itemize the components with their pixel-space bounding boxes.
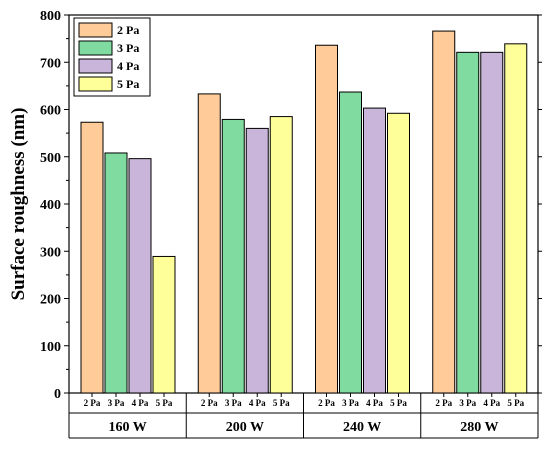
bar-280w-3pa (456, 51, 480, 394)
legend-label: 2 Pa (117, 23, 139, 37)
bar-200w-3pa (221, 118, 245, 394)
bar-200w-2pa (197, 93, 221, 394)
legend-swatch (78, 22, 113, 38)
x-sub-label: 3 Pa (225, 398, 242, 408)
y-tick-label: 800 (40, 9, 61, 24)
x-group-label: 160 W (109, 420, 147, 435)
y-tick-label: 0 (54, 387, 61, 402)
x-sub-label: 4 Pa (249, 398, 266, 408)
y-tick-label: 500 (40, 151, 61, 166)
x-sub-label: 3 Pa (108, 398, 125, 408)
y-tick-label: 200 (40, 293, 61, 308)
legend: 2 Pa 3 Pa 4 Pa 5 Pa (73, 17, 151, 97)
bar-280w-4pa (480, 51, 504, 394)
axes: 0 100 200 300 400 500 600 700 800 2 Pa 3 Pa 4 Pa 5 P… (40, 9, 542, 439)
legend-swatch (78, 76, 113, 92)
x-sub-label: 5 Pa (156, 398, 173, 408)
y-tick-label: 600 (40, 104, 61, 119)
bar-280w-2pa (432, 30, 456, 394)
x-sub-label: 4 Pa (132, 398, 149, 408)
bars (80, 30, 528, 394)
x-sub-label: 5 Pa (273, 398, 290, 408)
legend-label: 3 Pa (117, 41, 139, 55)
bar-240w-4pa (363, 107, 386, 394)
x-sub-label: 3 Pa (459, 398, 476, 408)
bar-240w-5pa (387, 112, 410, 394)
x-sub-label: 5 Pa (507, 398, 524, 408)
x-sub-label: 4 Pa (483, 398, 500, 408)
y-tick-label: 700 (40, 56, 61, 71)
legend-label: 4 Pa (117, 59, 139, 73)
y-tick-label: 300 (40, 245, 61, 260)
x-group-label: 240 W (343, 420, 381, 435)
bar-160w-3pa (104, 152, 128, 394)
bar-200w-4pa (245, 127, 269, 394)
bar-160w-2pa (80, 121, 104, 394)
x-group-label: 280 W (460, 420, 498, 435)
x-sub-label: 3 Pa (342, 398, 359, 408)
bar-200w-5pa (269, 116, 293, 394)
bar-240w-3pa (339, 91, 362, 394)
bar-280w-5pa (504, 43, 528, 394)
y-tick-label: 100 (40, 340, 61, 355)
x-sub-label: 5 Pa (390, 398, 407, 408)
legend-label: 5 Pa (117, 77, 139, 91)
x-sub-label: 2 Pa (435, 398, 452, 408)
legend-swatch (78, 40, 113, 56)
x-sub-label: 2 Pa (201, 398, 218, 408)
x-group-label: 200 W (226, 420, 264, 435)
bar-160w-5pa (152, 255, 176, 394)
bar-160w-4pa (128, 158, 152, 394)
y-tick-label: 400 (40, 198, 61, 213)
x-sub-label: 2 Pa (84, 398, 101, 408)
x-sub-label: 4 Pa (366, 398, 383, 408)
x-sub-label: 2 Pa (318, 398, 335, 408)
bar-240w-2pa (315, 44, 338, 394)
legend-swatch (78, 58, 113, 74)
y-axis-label: Surface roughness (nm) (8, 108, 29, 301)
